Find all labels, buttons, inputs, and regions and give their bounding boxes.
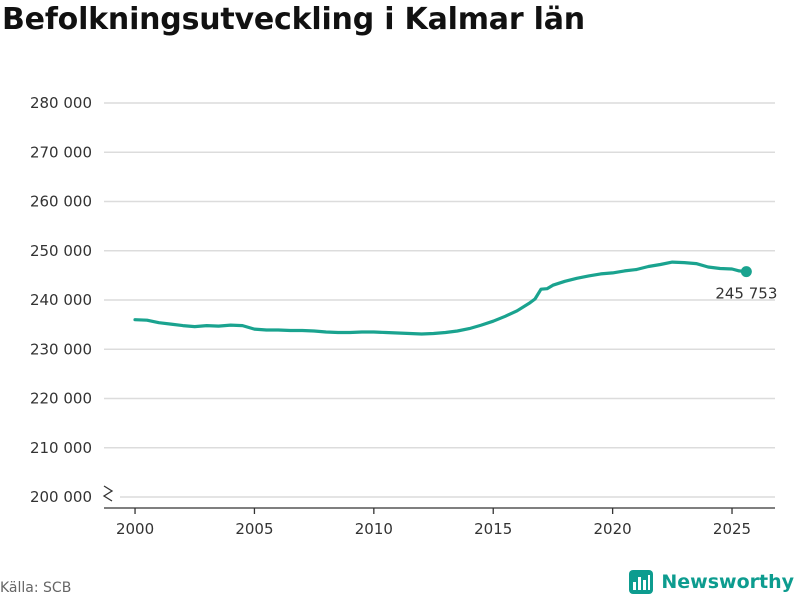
y-tick-label: 260 000: [30, 193, 92, 211]
y-tick-label: 270 000: [30, 143, 92, 161]
x-tick-label: 2010: [355, 520, 393, 538]
y-tick-label: 280 000: [30, 94, 92, 112]
brand-name: Newsworthy: [661, 571, 794, 593]
y-tick-label: 230 000: [30, 340, 92, 358]
y-tick-label: 200 000: [30, 488, 92, 506]
x-tick-label: 2025: [713, 520, 751, 538]
y-tick-label: 240 000: [30, 291, 92, 309]
newsworthy-logo-icon: [629, 570, 654, 594]
y-tick-label: 210 000: [30, 439, 92, 457]
source-note: Källa: SCB: [0, 580, 72, 596]
x-tick-label: 2005: [235, 520, 273, 538]
last-value-label: 245 753: [715, 285, 777, 303]
x-tick-label: 2015: [474, 520, 512, 538]
x-tick-label: 2020: [594, 520, 632, 538]
chart-title: Befolkningsutveckling i Kalmar län: [2, 2, 585, 37]
y-tick-label: 220 000: [30, 390, 92, 408]
last-value-point: [740, 266, 752, 278]
y-axis-break-icon: [102, 485, 114, 502]
population-line: [133, 260, 748, 336]
x-tick-label: 2000: [116, 520, 154, 538]
newsworthy-brand[interactable]: Newsworthy: [628, 569, 794, 595]
y-tick-label: 250 000: [30, 242, 92, 260]
